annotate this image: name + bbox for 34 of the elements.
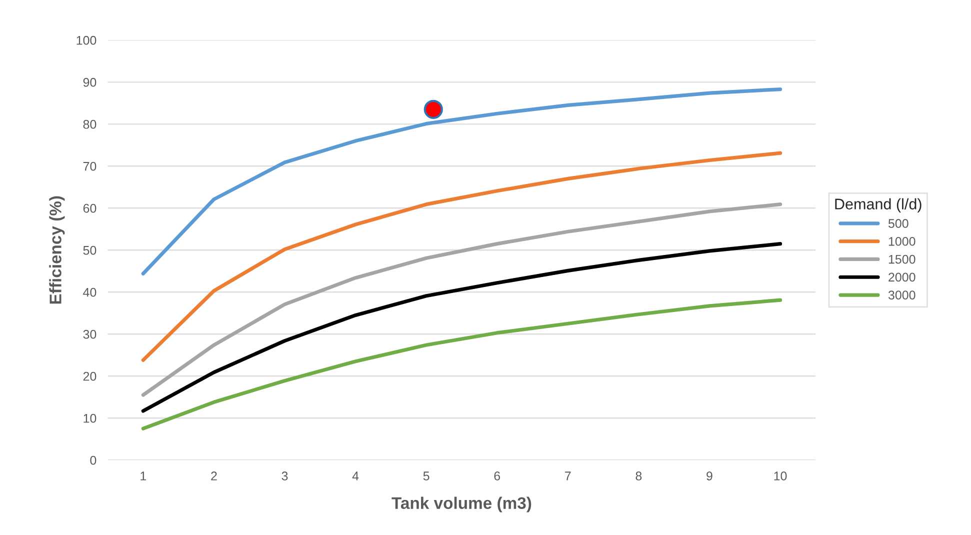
y-tick-label: 60 (83, 204, 96, 213)
x-tick-label: 5 (423, 472, 430, 480)
y-tick-label: 70 (83, 162, 96, 171)
x-tick-label: 7 (565, 472, 571, 480)
legend-label: 2000 (888, 272, 916, 282)
x-tick-label: 6 (494, 472, 500, 480)
x-tick-label: 3 (282, 472, 288, 480)
x-tick-label: 2 (211, 472, 217, 480)
y-tick-label: 50 (83, 246, 96, 255)
x-tick-label: 8 (636, 472, 642, 480)
legend-label: 3000 (888, 290, 916, 300)
y-tick-label: 30 (83, 330, 96, 339)
y-tick-label: 0 (90, 456, 96, 465)
y-tick-label: 90 (83, 78, 96, 87)
y-tick-label: 80 (83, 120, 96, 129)
y-tick-label: 10 (84, 414, 96, 423)
line-series (141, 298, 782, 430)
y-tick-label: 100 (76, 36, 96, 45)
x-axis-title: Tank volume (m3) (392, 496, 532, 512)
legend-label: 1500 (888, 254, 916, 264)
line-series (141, 242, 782, 413)
line-series (141, 202, 782, 397)
x-tick-label: 9 (706, 472, 712, 480)
x-tick-label: 10 (774, 472, 787, 480)
legend-label: 1000 (888, 236, 916, 246)
y-tick-label: 20 (83, 372, 96, 381)
y-tick-label: 40 (83, 288, 96, 297)
legend-title: Demand (l/d) (835, 198, 922, 212)
legend-label: 500 (888, 219, 908, 228)
line-series (141, 87, 782, 276)
x-tick-label: 4 (352, 472, 359, 480)
x-tick-label: 1 (140, 472, 146, 480)
y-axis-title: Efficiency (%) (49, 196, 65, 304)
line-series (141, 151, 782, 362)
